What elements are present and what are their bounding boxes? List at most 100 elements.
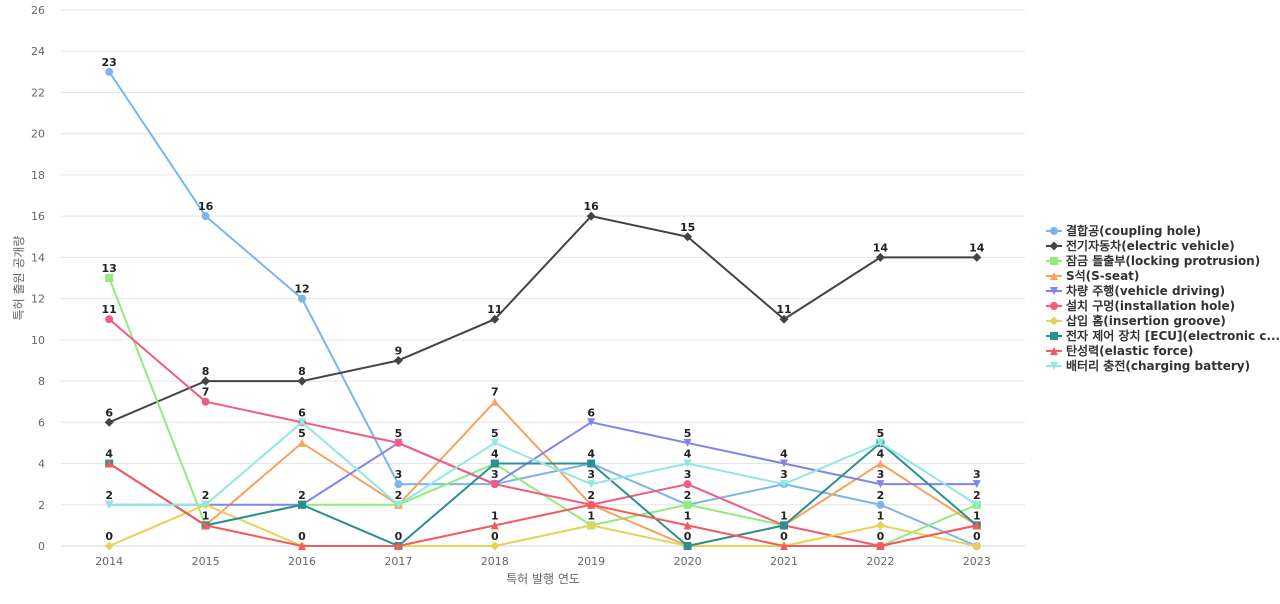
legend-label[interactable]: S석(S-seat) bbox=[1066, 269, 1139, 283]
data-label: 1 bbox=[877, 509, 885, 522]
data-point[interactable] bbox=[105, 67, 114, 76]
data-point[interactable] bbox=[779, 314, 789, 324]
legend-item[interactable]: 배터리 충전(charging battery) bbox=[1046, 358, 1250, 373]
data-point[interactable] bbox=[587, 500, 596, 509]
data-point[interactable] bbox=[683, 459, 692, 468]
data-point[interactable] bbox=[105, 274, 114, 282]
data-label: 4 bbox=[491, 448, 499, 461]
legend-item[interactable]: 전기자동차(electric vehicle) bbox=[1046, 238, 1235, 253]
data-point[interactable] bbox=[972, 541, 982, 551]
data-point[interactable] bbox=[394, 542, 403, 550]
data-point[interactable] bbox=[876, 438, 885, 447]
data-point[interactable] bbox=[490, 541, 500, 551]
data-point[interactable] bbox=[298, 542, 306, 550]
legend-item[interactable]: 탄성력(elastic force) bbox=[1046, 343, 1193, 358]
data-label: 0 bbox=[491, 530, 499, 543]
data-point[interactable] bbox=[683, 500, 692, 509]
data-point[interactable] bbox=[587, 459, 596, 468]
series-line bbox=[109, 421, 977, 506]
legend-label[interactable]: 삽입 홈(insertion groove) bbox=[1066, 313, 1226, 328]
data-point[interactable] bbox=[104, 541, 114, 551]
legend-item[interactable]: 차량 주행(vehicle driving) bbox=[1046, 283, 1225, 298]
data-point[interactable] bbox=[586, 211, 596, 221]
data-point[interactable] bbox=[780, 521, 788, 530]
legend-item[interactable]: 잠금 돌출부(locking protrusion) bbox=[1046, 253, 1260, 268]
data-point[interactable] bbox=[683, 542, 692, 550]
data-point[interactable] bbox=[780, 459, 788, 468]
data-point[interactable] bbox=[972, 500, 981, 509]
data-point[interactable] bbox=[780, 480, 788, 489]
data-point[interactable] bbox=[394, 480, 403, 489]
data-point[interactable] bbox=[780, 542, 788, 550]
legend-marker-icon[interactable] bbox=[1050, 227, 1058, 235]
data-point[interactable] bbox=[201, 397, 210, 406]
legend-label[interactable]: 잠금 돌출부(locking protrusion) bbox=[1066, 253, 1260, 268]
data-point[interactable] bbox=[201, 376, 211, 386]
data-point[interactable] bbox=[394, 438, 403, 447]
legend-label[interactable]: 차량 주행(vehicle driving) bbox=[1066, 283, 1225, 298]
legend-label[interactable]: 전자 제어 장치 [ECU](electronic c... bbox=[1066, 328, 1280, 343]
x-tick-label: 2015 bbox=[192, 555, 220, 568]
data-point[interactable] bbox=[587, 480, 596, 489]
legend-item[interactable]: S석(S-seat) bbox=[1046, 269, 1139, 283]
legend-label[interactable]: 결합공(coupling hole) bbox=[1066, 223, 1201, 238]
data-point[interactable] bbox=[298, 418, 306, 427]
data-point[interactable] bbox=[683, 438, 692, 447]
legend-label[interactable]: 배터리 충전(charging battery) bbox=[1066, 358, 1250, 373]
data-point[interactable] bbox=[490, 314, 500, 324]
data-point[interactable] bbox=[876, 459, 885, 468]
data-point[interactable] bbox=[972, 521, 981, 530]
legend-marker-icon[interactable] bbox=[1049, 241, 1059, 251]
legend-item[interactable]: 전자 제어 장치 [ECU](electronic c... bbox=[1046, 328, 1280, 343]
data-point[interactable] bbox=[490, 438, 499, 447]
data-point[interactable] bbox=[201, 500, 210, 509]
data-label: 15 bbox=[680, 221, 695, 234]
data-point[interactable] bbox=[972, 480, 981, 489]
data-point[interactable] bbox=[490, 521, 499, 530]
data-point[interactable] bbox=[201, 521, 210, 530]
data-point[interactable] bbox=[683, 232, 693, 242]
legend-marker-icon[interactable] bbox=[1050, 362, 1058, 370]
legend-marker-icon[interactable] bbox=[1050, 347, 1058, 355]
data-point[interactable] bbox=[298, 500, 306, 509]
data-point[interactable] bbox=[105, 315, 114, 324]
legend-item[interactable]: 설치 구멍(installation hole) bbox=[1046, 298, 1235, 313]
legend-label[interactable]: 설치 구멍(installation hole) bbox=[1066, 298, 1235, 313]
data-point[interactable] bbox=[876, 542, 885, 550]
data-label: 5 bbox=[684, 427, 692, 440]
data-point[interactable] bbox=[876, 500, 885, 509]
legend-marker-icon[interactable] bbox=[1050, 257, 1058, 265]
data-point[interactable] bbox=[587, 418, 596, 427]
legend-marker-icon[interactable] bbox=[1050, 287, 1058, 295]
data-point[interactable] bbox=[875, 252, 885, 262]
legend-label[interactable]: 전기자동차(electric vehicle) bbox=[1066, 238, 1235, 253]
data-point[interactable] bbox=[490, 480, 499, 489]
data-point[interactable] bbox=[201, 212, 210, 221]
legend-marker-icon[interactable] bbox=[1050, 272, 1058, 280]
data-point[interactable] bbox=[297, 376, 307, 386]
data-point[interactable] bbox=[298, 438, 306, 447]
data-point[interactable] bbox=[105, 459, 114, 468]
legend-label[interactable]: 탄성력(elastic force) bbox=[1066, 343, 1193, 358]
data-point[interactable] bbox=[393, 355, 403, 365]
legend[interactable]: 결합공(coupling hole)전기자동차(electric vehicle… bbox=[1046, 223, 1280, 373]
legend-item[interactable]: 결합공(coupling hole) bbox=[1046, 223, 1201, 238]
data-point[interactable] bbox=[105, 500, 114, 509]
data-point[interactable] bbox=[876, 480, 885, 489]
legend-item[interactable]: 삽입 홈(insertion groove) bbox=[1046, 313, 1226, 328]
data-point[interactable] bbox=[104, 417, 114, 427]
data-point[interactable] bbox=[683, 521, 692, 530]
data-point[interactable] bbox=[972, 252, 982, 262]
data-point[interactable] bbox=[490, 397, 499, 406]
data-point[interactable] bbox=[490, 459, 499, 468]
data-point[interactable] bbox=[875, 520, 885, 530]
legend-marker-icon[interactable] bbox=[1050, 332, 1058, 340]
series-2 bbox=[104, 211, 982, 427]
data-point[interactable] bbox=[683, 480, 692, 489]
data-point[interactable] bbox=[298, 294, 306, 303]
y-tick-label: 10 bbox=[31, 334, 45, 347]
legend-marker-icon[interactable] bbox=[1049, 316, 1059, 326]
data-point[interactable] bbox=[586, 520, 596, 530]
data-point[interactable] bbox=[394, 500, 403, 509]
legend-marker-icon[interactable] bbox=[1050, 302, 1058, 310]
